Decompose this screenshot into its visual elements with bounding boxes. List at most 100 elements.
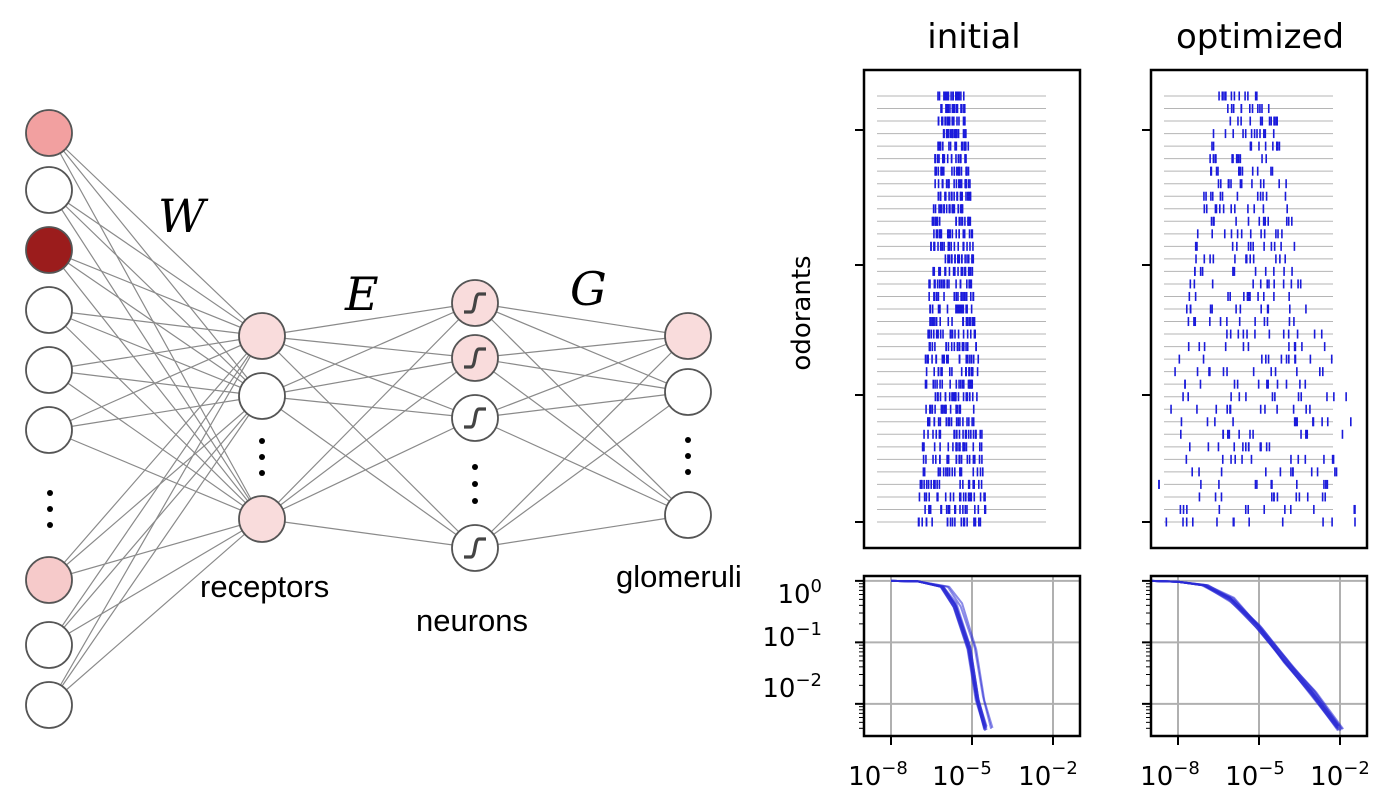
network-edge <box>474 335 689 549</box>
network-edge <box>48 309 263 520</box>
network-edge <box>474 335 689 359</box>
network-edge <box>48 335 263 646</box>
odorants-ylabel: odorants <box>787 255 817 370</box>
network-edge <box>474 391 689 419</box>
network-edge <box>48 249 263 520</box>
input-node <box>25 109 73 157</box>
input-node <box>25 286 73 334</box>
network-edge <box>261 335 476 549</box>
ccdf-y-ticks: 100 10−1 10−2 <box>762 576 822 704</box>
network-edge <box>474 514 689 549</box>
network-edge <box>474 357 689 393</box>
network-edge <box>474 335 689 419</box>
input-node <box>25 346 73 394</box>
network-edge <box>474 391 689 549</box>
sigmoid-icon <box>464 407 486 429</box>
network-nodes <box>25 109 712 729</box>
network-edge <box>48 395 263 706</box>
network-edge <box>48 189 263 337</box>
ellipsis-glomeruli <box>685 437 691 475</box>
network-edge <box>48 335 263 706</box>
network-edge <box>261 518 476 549</box>
network-edge <box>261 417 476 520</box>
sigmoid-icon <box>464 292 486 314</box>
network-edge <box>261 357 476 520</box>
network-edge <box>48 395 263 431</box>
input-node <box>25 166 73 214</box>
network-edges <box>48 132 689 706</box>
g-label: G <box>570 262 607 316</box>
x-tick-label: 10−2 <box>1018 758 1078 792</box>
network-edge <box>48 335 263 371</box>
x-tick-label: 10−2 <box>1310 758 1370 792</box>
network-edge <box>474 302 689 516</box>
network-edge <box>48 518 263 706</box>
network-edge <box>48 132 263 520</box>
network-edge <box>261 395 476 419</box>
input-node <box>25 226 73 274</box>
input-node <box>25 556 73 604</box>
sigmoid-icon <box>464 347 486 369</box>
network-edge <box>261 302 476 337</box>
network-edge <box>474 417 689 516</box>
x-tick-label: 10−8 <box>1140 758 1200 792</box>
ellipsis-input <box>47 490 53 528</box>
ccdf-optimized-panel <box>1142 574 1369 745</box>
x-tick-label: 10−5 <box>1225 758 1285 792</box>
glomeruli-label: glomeruli <box>616 559 742 594</box>
y-tick-label: 10−2 <box>762 670 822 704</box>
network-edge <box>261 302 476 397</box>
optimized-title: optimized <box>1176 17 1344 57</box>
network-edge <box>261 335 476 359</box>
e-label: E <box>344 267 379 321</box>
ccdf-curve <box>890 579 994 729</box>
ccdf-frame <box>1149 574 1369 738</box>
network-edge <box>48 335 263 581</box>
glomerulus-node <box>664 312 712 360</box>
y-tick-label: 10−1 <box>762 619 822 653</box>
ccdf-curve <box>1150 579 1339 732</box>
input-node <box>25 406 73 454</box>
y-tick-label: 100 <box>777 576 822 610</box>
ccdf-frame <box>862 574 1082 738</box>
network-edge <box>261 357 476 397</box>
network-edge <box>474 357 689 516</box>
glomerulus-node <box>664 368 712 416</box>
initial-title: initial <box>927 17 1021 57</box>
ellipsis-neurons <box>472 464 478 504</box>
receptors-label: receptors <box>200 569 329 604</box>
receptor-node <box>238 495 286 543</box>
ellipsis-receptors <box>259 438 265 476</box>
neurons-label: neurons <box>416 603 528 638</box>
x-tick-label: 10−5 <box>932 758 992 792</box>
network-edge <box>48 429 263 520</box>
network-edge <box>48 249 263 337</box>
network-edge <box>48 189 263 520</box>
x-tick-label: 10−8 <box>848 758 908 792</box>
network-edge <box>48 518 263 646</box>
network-edge <box>48 335 263 431</box>
y-tick-0-exp: 0 <box>811 576 822 597</box>
network-edge <box>48 395 263 581</box>
network-edge <box>48 369 263 520</box>
receptor-node <box>238 312 286 360</box>
glomerulus-node <box>664 491 712 539</box>
network-edge <box>48 132 263 397</box>
ccdf-initial-panel <box>855 574 1082 745</box>
network-edge <box>261 302 476 520</box>
network-edge <box>261 395 476 549</box>
raster-initial-panel <box>855 68 1082 550</box>
input-node <box>25 681 73 729</box>
input-node <box>25 621 73 669</box>
network-edge <box>474 302 689 337</box>
network-diagram: W E G receptors neurons glomeruli <box>25 109 742 729</box>
w-label: W <box>158 189 209 243</box>
network-edge <box>48 132 263 337</box>
ccdf-x-ticks: 10−8 10−5 10−2 10−8 10−5 10−2 <box>848 758 1370 792</box>
receptor-node <box>238 372 286 420</box>
sigmoid-icon <box>464 537 486 559</box>
network-edge <box>48 309 263 337</box>
y-tick-0-base: 10 <box>777 580 810 610</box>
raster-optimized-panel <box>1142 68 1369 550</box>
